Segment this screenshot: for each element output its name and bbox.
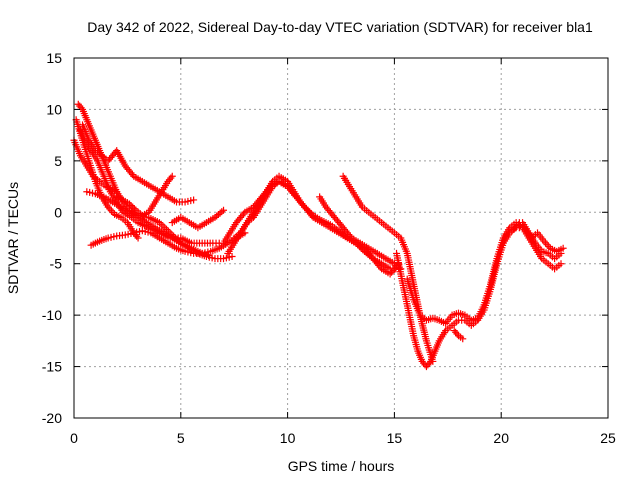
ticks-layer	[73, 57, 609, 419]
data-point	[220, 206, 228, 214]
data-point-fill	[107, 207, 115, 215]
x-tick-label: 5	[177, 430, 185, 446]
series-arc-q	[450, 221, 567, 343]
data-point-fill	[308, 210, 316, 218]
data-point	[557, 260, 565, 268]
y-tick-label: 10	[46, 101, 62, 117]
data-point-fill	[167, 174, 175, 182]
grid-layer	[74, 58, 608, 418]
data-point	[228, 253, 236, 261]
y-tick-label: 5	[54, 153, 62, 169]
data-point	[301, 203, 309, 211]
y-axis-label: SDTVAR / TECUs	[5, 182, 21, 294]
data-point-fill	[376, 263, 384, 271]
data-point-fill	[367, 253, 375, 261]
data-point	[559, 244, 567, 252]
chart-title: Day 342 of 2022, Sidereal Day-to-day VTE…	[87, 19, 593, 35]
data-point-fill	[425, 359, 433, 367]
series-arc-e	[79, 121, 198, 206]
x-tick-label: 20	[493, 430, 509, 446]
data-point	[134, 234, 142, 242]
data-point-fill	[77, 104, 85, 112]
plot-frame	[73, 57, 609, 419]
x-tick-label: 10	[280, 430, 296, 446]
data-point-fill	[218, 208, 226, 216]
data-point	[508, 227, 516, 235]
series-arc-k	[224, 177, 403, 273]
data-point-fill	[346, 232, 354, 240]
data-point-fill	[542, 239, 550, 247]
data-point-fill	[543, 241, 551, 249]
data-point	[168, 172, 176, 180]
series-arc-h	[113, 172, 176, 219]
y-tick-label: -15	[42, 359, 62, 375]
series-arc-m	[316, 193, 405, 273]
data-point-fill	[306, 208, 314, 216]
data-point-fill	[130, 205, 138, 213]
data-point	[126, 200, 134, 208]
y-tick-label: -5	[50, 256, 63, 272]
data-point-fill	[304, 206, 312, 214]
data-point-fill	[302, 205, 310, 213]
x-tick-label: 0	[70, 430, 78, 446]
y-tick-label: 15	[46, 50, 62, 66]
x-tick-label: 15	[387, 430, 403, 446]
points-layer	[70, 100, 567, 371]
data-point-fill	[511, 224, 519, 232]
x-axis-label: GPS time / hours	[288, 458, 395, 474]
data-point	[296, 198, 304, 206]
data-point-fill	[129, 203, 137, 211]
x-tick-labels: 0 5 10 15 20 25	[70, 430, 616, 446]
series-arc-p	[403, 219, 565, 327]
series-arc-a	[70, 136, 121, 196]
series-arc-i	[168, 206, 228, 232]
series-arc-l	[230, 172, 304, 242]
y-tick-label: 0	[54, 204, 62, 220]
data-point-fill	[239, 210, 247, 218]
series-arc-b	[72, 116, 142, 242]
data-point-fill	[127, 202, 135, 210]
data-point-fill	[509, 225, 517, 233]
y-tick-label: -20	[42, 410, 62, 426]
data-point-fill	[128, 171, 136, 179]
data-point	[190, 196, 198, 204]
x-tick-label: 25	[600, 430, 616, 446]
y-tick-labels: -20 -15 -10 -5 0 5 10 15	[42, 50, 62, 426]
data-point-fill	[453, 330, 461, 338]
data-point	[459, 335, 467, 343]
y-tick-label: -10	[42, 307, 62, 323]
